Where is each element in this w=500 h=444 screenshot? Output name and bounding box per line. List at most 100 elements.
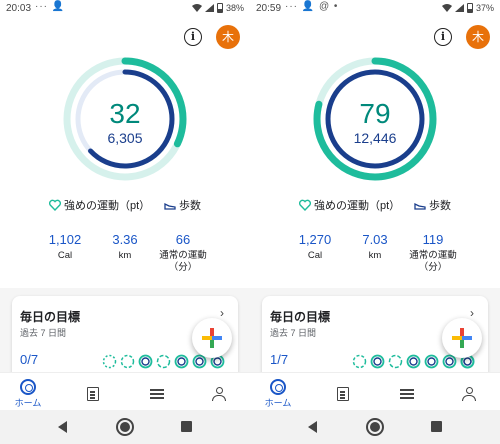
- stat-calories: 1,270 Cal: [280, 232, 350, 262]
- day-ring-icon: [388, 354, 403, 369]
- status-right: 38%: [191, 3, 244, 13]
- day-ring-icon: [442, 354, 457, 369]
- status-bar: 20:59 ··· 👤 @ • 37%: [250, 0, 500, 18]
- legend-steps-label: 歩数: [179, 200, 201, 212]
- goal-title: 毎日の目標: [20, 310, 81, 324]
- stat-calories: 1,102 Cal: [30, 232, 100, 262]
- day-ring-icon: [174, 354, 189, 369]
- back-icon[interactable]: [58, 421, 67, 433]
- profile-icon: [212, 387, 226, 401]
- profile-icon: [462, 387, 476, 401]
- heart-points-arc: [63, 57, 187, 181]
- goal-days: [352, 354, 475, 369]
- heart-points-value: 79: [359, 98, 391, 129]
- nav-home[interactable]: ホーム: [258, 377, 298, 409]
- nav-browse[interactable]: [137, 377, 177, 399]
- day-ring-icon: [352, 354, 367, 369]
- day-ring-icon: [120, 354, 135, 369]
- wifi-icon: [191, 4, 202, 12]
- goal-title: 毎日の目標: [270, 310, 331, 324]
- nav-journal[interactable]: [323, 377, 363, 401]
- info-icon[interactable]: i: [184, 28, 202, 46]
- heart-icon: [49, 199, 61, 211]
- stat-distance: 7.03 km: [340, 232, 410, 262]
- stat-value: 119: [422, 232, 444, 247]
- notification-icons: ··· 👤 @ •: [285, 1, 339, 12]
- list-icon: [400, 389, 414, 399]
- day-ring-icon: [138, 354, 153, 369]
- journal-icon: [87, 387, 99, 401]
- shoe-icon: [164, 202, 176, 210]
- battery-icon: [466, 3, 473, 13]
- battery-percent: 37%: [475, 3, 494, 13]
- stat-label: Cal: [57, 250, 73, 261]
- status-right: 37%: [441, 3, 494, 13]
- activity-ring[interactable]: 79 12,446: [312, 56, 438, 182]
- goal-fraction: 0/7: [20, 352, 39, 367]
- stat-value: 1,102: [48, 232, 82, 247]
- notification-icons: ··· 👤: [35, 1, 66, 12]
- stat-distance: 3.36 km: [90, 232, 160, 262]
- signal-icon: [204, 4, 214, 12]
- goal-fraction: 1/7: [270, 352, 289, 367]
- chevron-right-icon[interactable]: ›: [220, 306, 224, 320]
- nav-home-label: ホーム: [14, 398, 42, 408]
- steps-arc: [75, 69, 175, 169]
- steps-value: 12,446: [353, 130, 397, 146]
- wifi-icon: [441, 4, 452, 12]
- back-icon[interactable]: [308, 421, 317, 433]
- day-ring-icon: [102, 354, 117, 369]
- stat-label: Cal: [307, 250, 323, 261]
- home-ring-icon: [270, 379, 286, 395]
- recents-icon[interactable]: [181, 421, 192, 432]
- home-icon[interactable]: [116, 418, 134, 436]
- home-ring-icon: [20, 379, 36, 395]
- day-ring-icon: [156, 354, 171, 369]
- recents-icon[interactable]: [431, 421, 442, 432]
- legend-steps: 歩数: [414, 197, 451, 213]
- status-time: 20:59: [256, 3, 282, 14]
- legend-heart-label: 強めの運動（pt）: [314, 200, 401, 212]
- nav-browse[interactable]: [387, 377, 427, 399]
- system-nav-bar: [250, 410, 500, 444]
- goal-days: [102, 354, 225, 369]
- legend-heart-label: 強めの運動（pt）: [64, 200, 151, 212]
- activity-ring[interactable]: 32 6,305: [62, 56, 188, 182]
- legend-heart: 強めの運動（pt）: [299, 197, 400, 213]
- info-icon[interactable]: i: [434, 28, 452, 46]
- add-activity-button[interactable]: [192, 318, 232, 358]
- heart-points-value: 32: [109, 98, 141, 129]
- bottom-nav: ホーム: [0, 372, 250, 410]
- nav-profile[interactable]: [449, 377, 489, 401]
- stat-label: 通常の運動 （分）: [409, 250, 457, 273]
- nav-home[interactable]: ホーム: [8, 377, 48, 409]
- status-time: 20:03: [6, 3, 32, 14]
- stat-move-minutes: 119 通常の運動 （分）: [398, 232, 468, 274]
- avatar[interactable]: 木: [216, 25, 240, 49]
- ring-graphic: [313, 57, 437, 181]
- add-activity-button[interactable]: [442, 318, 482, 358]
- stat-value: 3.36: [112, 232, 138, 247]
- day-ring-icon: [192, 354, 207, 369]
- plus-icon-bar: [202, 336, 222, 340]
- heart-points-arc: [313, 57, 437, 181]
- status-bar: 20:03 ··· 👤 38%: [0, 0, 250, 18]
- legend-steps: 歩数: [164, 197, 201, 213]
- nav-profile[interactable]: [199, 377, 239, 401]
- stat-value: 66: [175, 232, 191, 247]
- chevron-right-icon[interactable]: ›: [470, 306, 474, 320]
- heart-icon: [299, 199, 311, 211]
- stat-value: 1,270: [298, 232, 332, 247]
- avatar[interactable]: 木: [466, 25, 490, 49]
- shoe-icon: [414, 202, 426, 210]
- stat-move-minutes: 66 通常の運動 （分）: [148, 232, 218, 274]
- plus-icon-bar: [452, 336, 472, 340]
- screen-left: 20:03 ··· 👤 38% i 木 32 6,305 強めの運動（pt） 歩…: [0, 0, 250, 444]
- day-ring-icon: [370, 354, 385, 369]
- home-icon[interactable]: [366, 418, 384, 436]
- list-icon: [150, 389, 164, 399]
- nav-journal[interactable]: [73, 377, 113, 401]
- nav-home-label: ホーム: [264, 398, 292, 408]
- bottom-nav: ホーム: [250, 372, 500, 410]
- goal-subtitle: 過去 7 日間: [20, 328, 67, 338]
